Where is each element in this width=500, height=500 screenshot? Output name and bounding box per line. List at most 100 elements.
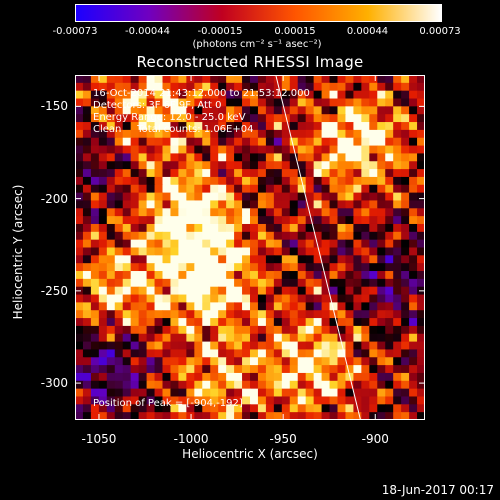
heatmap-cell [265,388,275,398]
heatmap-cell [130,271,140,280]
heatmap-cell [297,286,307,296]
heatmap-cell [393,357,402,366]
heatmap-cell [273,365,283,374]
heatmap-cell [289,176,299,186]
heatmap-cell [305,176,315,186]
heatmap-cell [218,169,227,178]
heatmap-cell [385,231,394,241]
heatmap-cell [234,286,243,296]
heatmap-cell [353,208,362,217]
heatmap-cell [130,318,140,327]
heatmap-cell [122,310,132,319]
heatmap-cell [122,380,132,390]
heatmap-cell [329,318,339,327]
heatmap-cell [337,137,347,147]
heatmap-cell [289,286,299,296]
heatmap-cell [417,263,425,272]
heatmap-cell [257,129,267,139]
heatmap-cell [75,318,84,327]
heatmap-cell [130,396,140,405]
heatmap-cell [417,302,425,311]
heatmap-cell [146,169,156,178]
heatmap-cell [98,208,108,217]
heatmap-cell [353,396,362,405]
heatmap-cell [106,380,116,390]
heatmap-cell [130,365,140,374]
heatmap-cell [194,208,203,217]
heatmap-cell [162,145,172,155]
heatmap-cell [353,216,362,225]
heatmap-cell [257,231,267,241]
heatmap-cell [234,325,243,335]
heatmap-cell [130,412,140,420]
heatmap-cell [297,239,307,249]
heatmap-cell [194,75,203,84]
heatmap-cell [202,325,211,335]
y-tick-label: -250 [40,283,68,298]
heatmap-cell [130,231,140,241]
heatmap-cell [329,294,339,303]
heatmap-cell [250,98,259,107]
heatmap-cell [329,333,339,343]
heatmap-cell [401,129,410,139]
heatmap-cell [313,145,323,155]
heatmap-cell [106,137,116,147]
heatmap-cell [186,169,195,178]
heatmap-cell [353,145,362,155]
heatmap-cell [385,357,394,366]
heatmap-cell [114,396,124,405]
heatmap-cell [329,75,339,84]
heatmap-cell [194,216,203,225]
heatmap-cell [234,169,243,178]
heatmap-cell [353,239,362,249]
heatmap-cell [146,278,156,288]
heatmap-cell [178,223,187,233]
heatmap-cell [178,82,187,92]
heatmap-cell [98,153,108,162]
heatmap-cell [242,145,251,155]
heatmap-cell [242,349,251,358]
heatmap-cell [90,216,100,225]
heatmap-cell [90,380,100,390]
heatmap-cell [130,372,140,382]
heatmap-cell [337,184,347,194]
heatmap-cell [98,380,108,390]
heatmap-cell [401,184,410,194]
heatmap-cell [170,90,179,100]
heatmap-cell [106,161,116,170]
heatmap-cell [361,137,370,147]
heatmap-cell [178,90,187,100]
heatmap-cell [146,137,156,147]
heatmap-cell [106,82,116,92]
heatmap-cell [186,325,195,335]
heatmap-cell [369,129,378,139]
heatmap-cell [170,176,179,186]
heatmap-cell [106,388,116,398]
heatmap-cell [321,302,331,311]
heatmap-cell [265,302,275,311]
heatmap-cell [353,176,362,186]
heatmap-cell [234,247,243,256]
heatmap-cell [106,122,116,131]
heatmap-cell [321,223,331,233]
heatmap-cell [377,98,386,107]
heatmap-cell [98,137,108,147]
heatmap-cell [218,357,227,366]
plot-timestamp: 18-Jun-2017 00:17 [381,483,494,497]
heatmap-cell [90,294,100,303]
heatmap-cell [218,176,227,186]
heatmap-cell [345,137,354,147]
heatmap-cell [234,388,243,398]
heatmap-cell [281,365,291,374]
heatmap-cell [305,349,315,358]
heatmap-cell [329,184,339,194]
heatmap-cell [329,98,339,107]
heatmap-cell [138,216,148,225]
heatmap-cell [393,122,402,131]
heatmap-cell [186,271,195,280]
heatmap-cell [114,184,124,194]
heatmap-cell [329,310,339,319]
heatmap-cell [122,404,132,413]
heatmap-cell [234,341,243,351]
heatmap-cell [385,263,394,272]
